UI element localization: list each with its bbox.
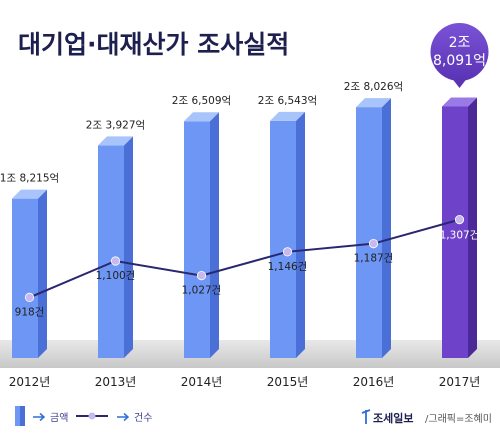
count-label: 1,146건 <box>268 261 308 273</box>
year-label: 2017년 <box>439 375 481 389</box>
legend-label-count: 건수 <box>134 412 152 424</box>
count-label: 1,307건 <box>440 230 480 242</box>
bar-side <box>210 112 219 359</box>
chart-title: 대기업·대재산가 조사실적 <box>18 30 289 59</box>
bar-side <box>382 98 391 358</box>
count-line <box>29 218 460 299</box>
bar-front <box>12 198 38 358</box>
brand-logo-icon <box>361 409 371 424</box>
count-marker <box>282 247 293 257</box>
legend: 금액 건수 <box>15 406 152 426</box>
count-marker <box>368 239 379 249</box>
count-marker <box>24 292 35 302</box>
bar-side <box>124 136 133 358</box>
labels-layer: 1조 8,215억 2012년 2조 3,927억 2013년 2조 6,509억 201… <box>0 81 480 389</box>
highlight-bubble-line2: 8,091억 <box>433 53 486 69</box>
count-label: 1,100건 <box>96 270 136 282</box>
year-label: 2015년 <box>267 375 309 389</box>
year-label: 2014년 <box>181 375 223 389</box>
bar-front <box>270 120 296 358</box>
count-marker <box>196 270 207 281</box>
bar-front <box>356 107 382 358</box>
amount-label: 2조 3,927억 <box>86 119 145 131</box>
credit-text: /그래픽=조혜미 <box>425 413 492 425</box>
bar-side <box>468 97 477 358</box>
legend-label-amount: 금액 <box>50 412 68 424</box>
amount-label: 2조 8,026억 <box>344 81 403 93</box>
bar-front <box>442 106 468 358</box>
credit: 조세일보 /그래픽=조혜미 <box>361 409 492 425</box>
count-label: 1,027건 <box>182 285 222 297</box>
highlight-bubble: 2조 8,091억 <box>430 23 489 88</box>
highlight-bubble-line1: 2조 <box>449 35 471 51</box>
count-label: 918건 <box>15 306 45 318</box>
highlight-bubble-tail <box>452 79 467 88</box>
bar-top <box>184 112 219 122</box>
bar-front <box>98 145 124 358</box>
amount-label: 2조 6,509억 <box>172 95 231 107</box>
bar-top <box>442 97 477 107</box>
bars-layer <box>12 97 477 359</box>
bar-2015년 <box>270 111 305 358</box>
bar-2014년 <box>184 112 219 359</box>
bar-2013년 <box>98 136 133 358</box>
count-marker <box>110 256 121 266</box>
legend-item-amount: 금액 <box>15 406 68 426</box>
bar-front <box>184 121 210 359</box>
amount-label: 1조 8,215억 <box>0 173 59 185</box>
legend-line-marker <box>88 412 96 420</box>
bar-2017년 <box>442 97 477 358</box>
legend-bar-swatch <box>18 406 25 426</box>
credit-brand: 조세일보 <box>373 411 413 425</box>
count-marker <box>454 215 465 225</box>
bar-side <box>296 111 305 358</box>
highlight-bubble-circle <box>430 23 489 81</box>
bar-top <box>12 189 47 199</box>
legend-bar-swatch-front <box>15 406 20 426</box>
legend-arrow-icon <box>33 412 46 422</box>
amount-label: 2조 6,543억 <box>258 95 317 107</box>
count-label: 1,187건 <box>354 253 394 265</box>
bar-top <box>356 98 391 108</box>
year-label: 2013년 <box>95 375 137 389</box>
bar-2012년 <box>12 189 47 358</box>
legend-arrow-icon <box>117 412 130 422</box>
bar-side <box>38 189 47 358</box>
count-line-layer <box>24 215 465 302</box>
year-label: 2016년 <box>353 375 395 389</box>
bar-top <box>270 111 305 121</box>
chart-floor <box>0 340 500 368</box>
year-label: 2012년 <box>9 375 51 389</box>
bar-2016년 <box>356 98 391 358</box>
legend-item-count: 건수 <box>76 412 152 424</box>
bar-top <box>98 136 133 146</box>
